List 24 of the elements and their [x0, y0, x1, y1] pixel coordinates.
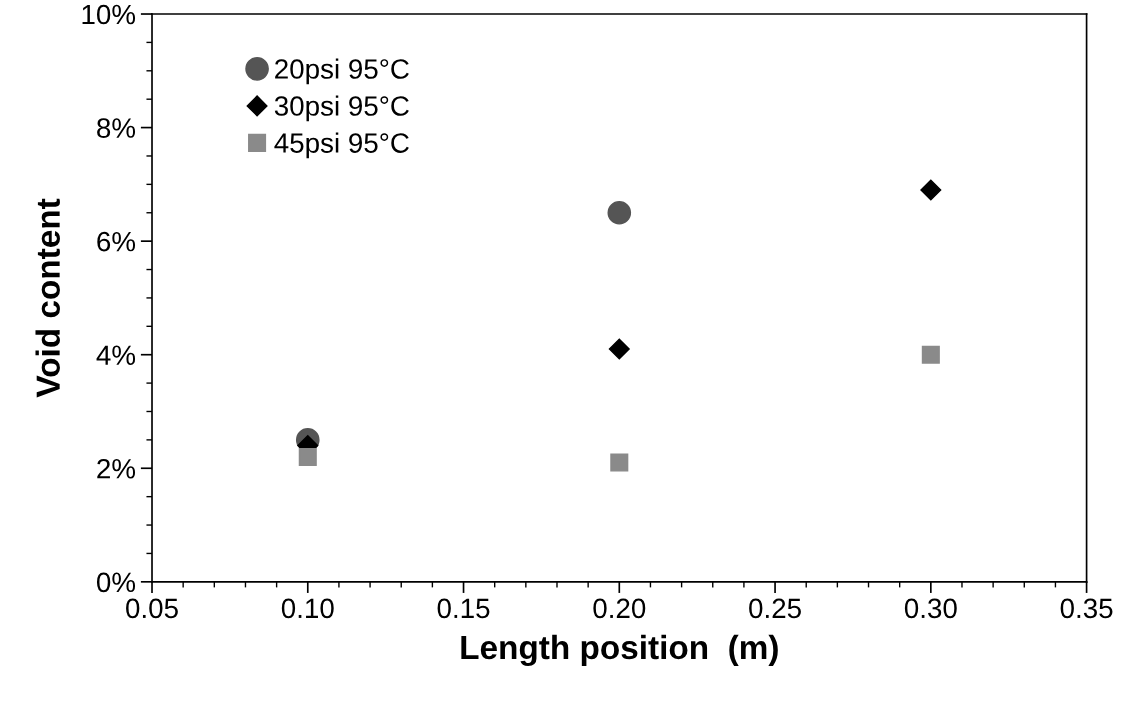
y-tick-label: 10% — [82, 4, 136, 25]
y-tick-label: 8% — [97, 118, 136, 138]
point — [921, 345, 940, 364]
y-tick-label: 4% — [96, 345, 136, 365]
x-tick-label: 0.35 — [1060, 598, 1113, 619]
point — [610, 453, 629, 472]
legend-label: 30psi 95°C — [274, 95, 409, 122]
y-tick-label: 0% — [96, 572, 136, 593]
x-tick-label: 0.15 — [437, 598, 490, 619]
point — [607, 200, 632, 225]
x-tick-label: 0.30 — [904, 598, 957, 619]
y-tick-label: 2% — [97, 458, 136, 479]
legend-label: 20psi 95°C — [275, 58, 409, 85]
x-tick-label: 0.05 — [126, 598, 178, 619]
x-axis-title: Length position (m) — [461, 634, 778, 667]
point — [920, 179, 942, 201]
y-axis-title: Void content — [35, 198, 60, 398]
point — [298, 447, 317, 466]
y-tick-label: 6% — [97, 231, 136, 252]
point — [608, 338, 630, 360]
legend-label: 45psi 95°C — [274, 132, 409, 159]
x-tick-label: 0.20 — [593, 598, 646, 619]
x-tick-label: 0.10 — [281, 598, 334, 619]
x-tick-label: 0.25 — [749, 598, 801, 619]
